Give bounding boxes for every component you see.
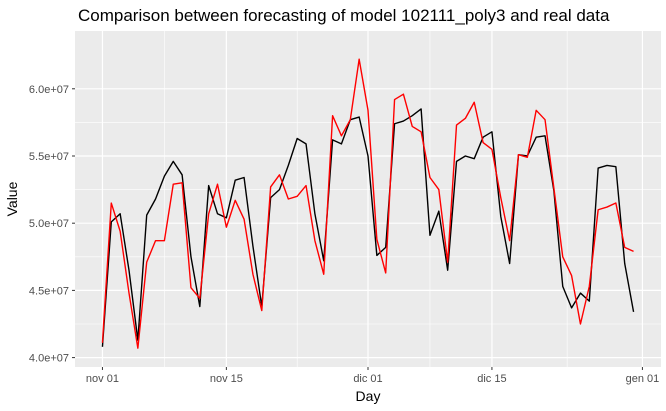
x-tick-label: nov 01 <box>86 373 119 385</box>
y-tick-label: 5.0e+07 <box>29 218 69 230</box>
y-tick-label: 5.5e+07 <box>29 151 69 163</box>
y-tick-label: 4.0e+07 <box>29 353 69 365</box>
y-axis-title: Value <box>4 181 20 216</box>
x-axis-title: Day <box>356 388 381 404</box>
grid-major <box>75 31 661 367</box>
x-tick-label: gen 01 <box>626 373 660 385</box>
y-axis: 4.0e+07 4.5e+07 5.0e+07 5.5e+07 6.0e+07 <box>29 84 75 365</box>
series-line-forecast <box>101 58 634 349</box>
x-axis: nov 01 nov 15 dic 01 dic 15 gen 01 <box>86 367 659 385</box>
y-tick-label: 6.0e+07 <box>29 84 69 96</box>
series-line-real <box>101 108 635 347</box>
y-tick-label: 4.5e+07 <box>29 285 69 297</box>
chart-title: Comparison between forecasting of model … <box>78 6 610 25</box>
x-tick-label: dic 15 <box>477 373 506 385</box>
series-layer <box>101 58 635 349</box>
x-tick-label: dic 01 <box>353 373 382 385</box>
x-tick-label: nov 15 <box>210 373 243 385</box>
